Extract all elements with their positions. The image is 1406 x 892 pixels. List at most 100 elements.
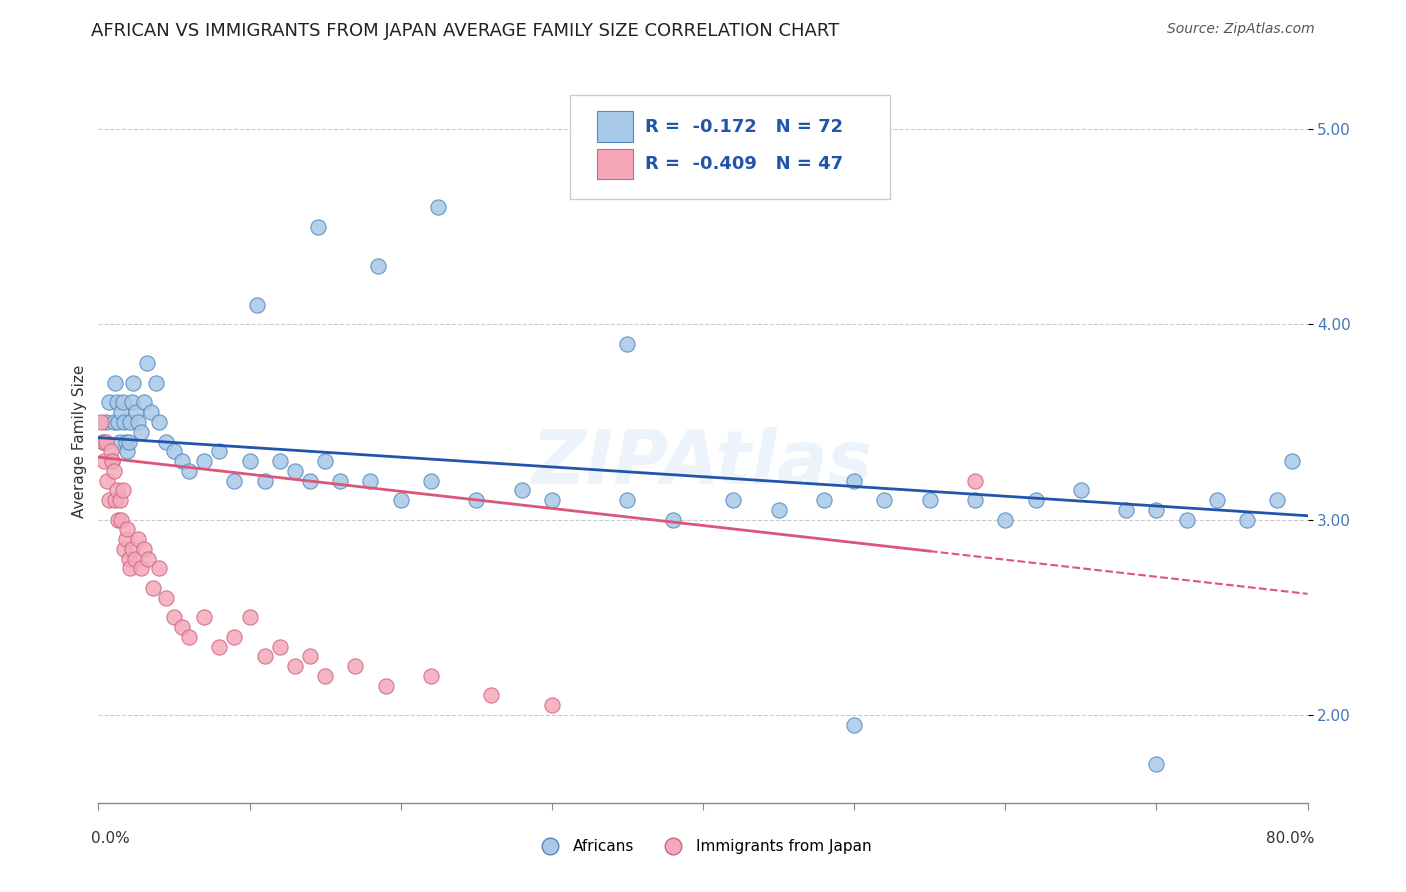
Point <box>420 669 443 683</box>
Point <box>155 591 177 605</box>
Point <box>141 405 163 419</box>
Point <box>253 649 276 664</box>
Text: AFRICAN VS IMMIGRANTS FROM JAPAN AVERAGE FAMILY SIZE CORRELATION CHART: AFRICAN VS IMMIGRANTS FROM JAPAN AVERAGE… <box>91 22 839 40</box>
Point <box>299 474 322 488</box>
Point <box>1024 493 1046 508</box>
Point <box>170 620 193 634</box>
Point <box>93 454 115 468</box>
Point <box>208 640 231 654</box>
Point <box>101 454 124 468</box>
Point <box>129 561 152 575</box>
Point <box>344 659 367 673</box>
Point <box>111 483 134 498</box>
Point <box>965 474 987 488</box>
Point <box>768 503 790 517</box>
Point <box>481 689 503 703</box>
Point <box>1267 493 1289 508</box>
Point <box>103 415 125 429</box>
Point <box>135 356 157 370</box>
Point <box>94 434 117 449</box>
Point <box>105 483 128 498</box>
Point <box>132 541 155 556</box>
Text: Source: ZipAtlas.com: Source: ZipAtlas.com <box>1167 22 1315 37</box>
Point <box>1115 503 1137 517</box>
Point <box>1070 483 1092 498</box>
Point <box>148 415 170 429</box>
Point <box>110 405 132 419</box>
Point <box>540 493 562 508</box>
Point <box>170 454 193 468</box>
Point <box>111 395 134 409</box>
Point <box>208 444 231 458</box>
Point <box>132 395 155 409</box>
Point <box>163 444 186 458</box>
Point <box>155 434 177 449</box>
Point <box>540 698 562 713</box>
Point <box>107 513 129 527</box>
Point <box>104 376 127 390</box>
Point <box>110 513 132 527</box>
Point <box>1146 756 1168 771</box>
Point <box>121 541 143 556</box>
Point <box>360 474 382 488</box>
Text: R =  -0.409   N = 47: R = -0.409 N = 47 <box>645 155 844 173</box>
Point <box>127 532 149 546</box>
Point <box>1281 454 1303 468</box>
Point <box>284 464 307 478</box>
Point <box>307 219 329 234</box>
Point <box>314 669 336 683</box>
Point <box>91 434 114 449</box>
Point <box>108 434 131 449</box>
Point <box>129 425 152 439</box>
Point <box>127 415 149 429</box>
Point <box>239 610 262 624</box>
Point <box>965 493 987 508</box>
Point <box>994 513 1017 527</box>
Point <box>118 434 141 449</box>
FancyBboxPatch shape <box>596 112 633 142</box>
Point <box>114 434 136 449</box>
Point <box>108 493 131 508</box>
Point <box>103 464 125 478</box>
Point <box>105 395 128 409</box>
Point <box>329 474 352 488</box>
FancyBboxPatch shape <box>569 95 890 200</box>
Point <box>844 474 866 488</box>
Point <box>107 415 129 429</box>
Point <box>98 493 121 508</box>
Point <box>427 200 450 214</box>
Point <box>114 532 136 546</box>
Point <box>101 454 124 468</box>
Point <box>224 630 246 644</box>
Point <box>374 679 396 693</box>
Point <box>299 649 322 664</box>
Point <box>96 474 118 488</box>
Point <box>118 551 141 566</box>
Point <box>120 415 142 429</box>
Point <box>122 376 145 390</box>
Point <box>269 454 291 468</box>
Point <box>104 493 127 508</box>
Point <box>1206 493 1229 508</box>
Point <box>246 298 269 312</box>
Point <box>1146 503 1168 517</box>
Point <box>179 630 201 644</box>
Point <box>120 561 142 575</box>
Text: R =  -0.172   N = 72: R = -0.172 N = 72 <box>645 118 844 136</box>
Point <box>420 474 443 488</box>
Point <box>125 405 148 419</box>
Point <box>844 717 866 731</box>
Point <box>239 454 262 468</box>
Point <box>314 454 336 468</box>
Point <box>723 493 745 508</box>
Text: 0.0%: 0.0% <box>91 831 131 847</box>
Point <box>1236 513 1258 527</box>
Point <box>115 444 138 458</box>
Point <box>193 454 215 468</box>
Point <box>465 493 488 508</box>
Point <box>367 259 389 273</box>
Point <box>1175 513 1198 527</box>
Point <box>148 561 170 575</box>
Point <box>142 581 165 595</box>
Text: 80.0%: 80.0% <box>1267 831 1315 847</box>
